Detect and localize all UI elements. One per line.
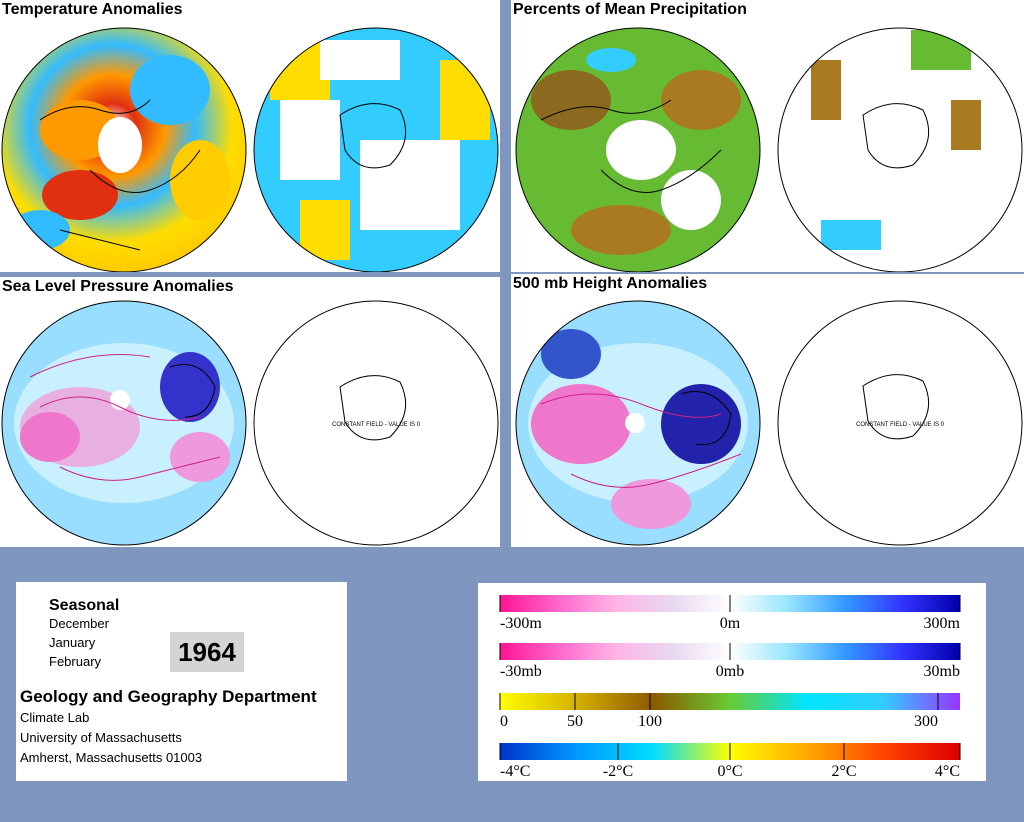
- university-label: University of Massachusetts: [20, 730, 182, 745]
- pressure-label: 30mb: [924, 663, 960, 680]
- height500-constant-label: CONSTANT FIELD - VALUE IS 0: [856, 422, 945, 428]
- season-label: Seasonal: [49, 597, 120, 614]
- height500-panel: CONSTANT FIELD - VALUE IS 0 500 mb Heigh…: [511, 274, 1024, 547]
- precip-label: 50: [567, 713, 583, 730]
- height500-sh-map: CONSTANT FIELD - VALUE IS 0: [777, 300, 1023, 546]
- slp-nh-map: [2, 301, 246, 545]
- temperature-maps: [1, 27, 499, 272]
- address-label: Amherst, Massachusetts 01003: [20, 750, 203, 765]
- slp-maps: CONSTANT FIELD - VALUE IS 0: [1, 300, 499, 546]
- pressure-label: -30mb: [500, 663, 542, 680]
- precipitation-panel: Percents of Mean Precipitation: [511, 0, 1024, 272]
- year-label: 1964: [170, 632, 244, 672]
- temperature-nh-map: [2, 28, 246, 272]
- precipitation-nh-map: [516, 28, 760, 272]
- precip-label: 0: [500, 713, 508, 730]
- temp-label: -2°C: [603, 763, 633, 780]
- precip-label: 300: [914, 713, 938, 730]
- month-january: January: [49, 635, 96, 650]
- precipitation-maps: [515, 27, 1023, 272]
- temp-label: 2°C: [831, 763, 856, 780]
- temperature-title: Temperature Anomalies: [0, 0, 185, 20]
- temp-label: 4°C: [935, 763, 960, 780]
- precip-label: 100: [638, 713, 662, 730]
- precipitation-sh-map: [811, 30, 981, 250]
- slp-panel: CONSTANT FIELD - VALUE IS 0 Sea Level Pr…: [0, 277, 500, 547]
- slp-sh-map: CONSTANT FIELD - VALUE IS 0: [253, 300, 499, 546]
- legend-colorbars: -300m 0m 300m -30mb 0mb 30mb 0 50 100 300 -4°C -2°C…: [499, 595, 961, 780]
- legend-box: -300m 0m 300m -30mb 0mb 30mb 0 50 100 300 -4°C -2°C…: [478, 583, 986, 781]
- height-label: 300m: [924, 615, 961, 632]
- height-label: -300m: [500, 615, 542, 632]
- slp-title: Sea Level Pressure Anomalies: [0, 277, 236, 297]
- department-label: Geology and Geography Department: [20, 687, 317, 706]
- temp-label: 0°C: [717, 763, 742, 780]
- height500-title: 500 mb Height Anomalies: [511, 274, 710, 294]
- temperature-panel: Temperature Anomalies: [0, 0, 500, 272]
- month-december: December: [49, 616, 109, 631]
- pressure-label: 0mb: [716, 663, 744, 680]
- month-february: February: [49, 654, 102, 669]
- precipitation-title: Percents of Mean Precipitation: [511, 0, 749, 20]
- height-label: 0m: [720, 615, 741, 632]
- temp-label: -4°C: [500, 763, 530, 780]
- height500-nh-map: [516, 301, 760, 545]
- temperature-sh-map: [254, 28, 498, 272]
- info-box: Seasonal December January February 1964 …: [16, 582, 347, 781]
- slp-constant-label: CONSTANT FIELD - VALUE IS 0: [332, 422, 421, 428]
- height500-maps: CONSTANT FIELD - VALUE IS 0: [515, 300, 1023, 546]
- lab-label: Climate Lab: [20, 710, 90, 725]
- precip-colorbar: [500, 693, 960, 710]
